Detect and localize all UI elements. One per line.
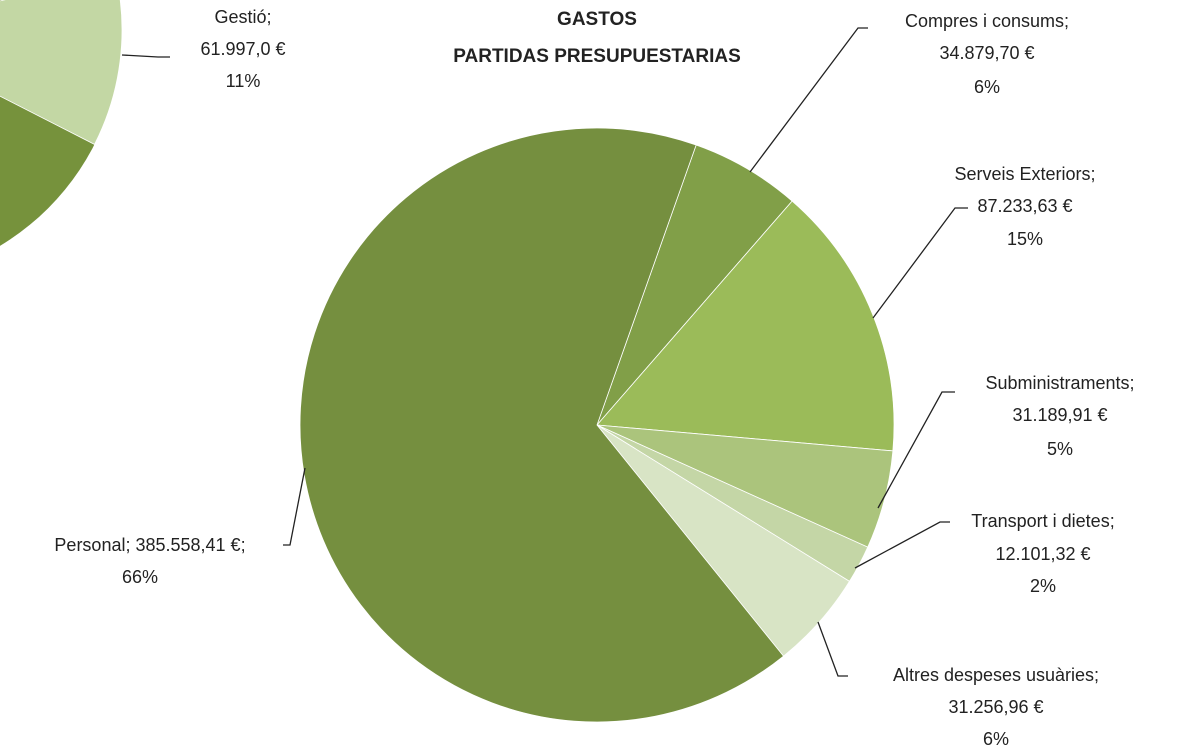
leader-line [877, 391, 955, 509]
data-label: 5% [1047, 439, 1073, 459]
label-part: 31.189,91 € [1012, 405, 1107, 425]
data-label: 12.101,32 € [995, 544, 1090, 564]
chart-title: PARTIDAS PRESUPUESTARIAS [453, 46, 741, 67]
data-label: 31.256,96 € [948, 697, 1043, 717]
label-part: 6% [983, 729, 1009, 748]
data-label: 31.189,91 € [1012, 405, 1107, 425]
label-part: Serveis Exteriors; [954, 164, 1095, 184]
partial-pie [0, 0, 123, 145]
data-label: 87.233,63 € [977, 196, 1072, 216]
data-label: 61.997,0 € [200, 39, 285, 59]
data-label: Serveis Exteriors; [954, 164, 1095, 184]
leader-line [817, 621, 848, 677]
pie-slice [0, 0, 123, 145]
label-part: Transport i dietes; [971, 511, 1114, 531]
leader-line [121, 54, 170, 58]
label-part: Gestió; [214, 7, 271, 27]
label-part: Compres i consums; [905, 11, 1069, 31]
pie-slice [596, 200, 895, 452]
label-part: 34.879,70 € [939, 43, 1034, 63]
data-label: 15% [1007, 229, 1043, 249]
data-label: Subministraments; [985, 373, 1134, 393]
data-label: Compres i consums; [905, 11, 1069, 31]
label-part: 11% [226, 71, 261, 91]
leader-line [749, 27, 868, 173]
label-part: 12.101,32 € [995, 544, 1090, 564]
label-part: 5% [1047, 439, 1073, 459]
label-part: 31.256,96 € [948, 697, 1043, 717]
data-label: 6% [974, 77, 1000, 97]
data-label: Altres despeses usuàries; [893, 665, 1099, 685]
leader-line [854, 521, 950, 569]
data-label: 2% [1030, 576, 1056, 596]
pie-slice [299, 127, 785, 723]
label-part: Personal; [54, 535, 130, 555]
label-part: 385.558,41 €; [135, 535, 245, 555]
data-label: 66% [122, 567, 158, 587]
data-label: Transport i dietes; [971, 511, 1114, 531]
label-part: Subministraments; [985, 373, 1134, 393]
label-part: 87.233,63 € [977, 196, 1072, 216]
leader-line [872, 207, 968, 319]
label-part: 2% [1030, 576, 1056, 596]
chart-title: GASTOS [557, 9, 637, 30]
label-part: Altres despeses usuàries; [893, 665, 1099, 685]
label-part: 15% [1007, 229, 1043, 249]
label-part: 61.997,0 € [200, 39, 285, 59]
main-pie [299, 127, 895, 723]
label-part: 6% [974, 77, 1000, 97]
leader-line [283, 467, 306, 546]
data-label: 11% [226, 71, 261, 91]
data-label: 6% [983, 729, 1009, 748]
label-part: 66% [122, 567, 158, 587]
data-label: Personal; 385.558,41 €; [54, 535, 245, 555]
data-label: 34.879,70 € [939, 43, 1034, 63]
data-label: Gestió; [214, 7, 271, 27]
